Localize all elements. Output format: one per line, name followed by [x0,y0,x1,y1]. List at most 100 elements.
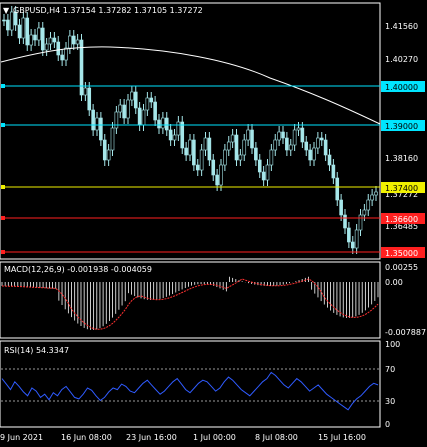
macd-tick: 0.00 [385,278,403,287]
macd-signal-line [1,278,379,330]
level-handle[interactable] [1,250,5,254]
level-price-box [381,247,425,258]
level-price-text: 1.35000 [385,249,418,258]
candle-body [164,117,169,131]
candle-body [157,119,161,129]
level-price-box [381,182,425,193]
candle-body [296,127,301,131]
candle-body [153,101,157,121]
level-price-text: 1.40000 [385,83,418,92]
candle-body [312,147,316,161]
rsi-tick: 30 [385,397,395,406]
candle-body [323,139,328,156]
candle-body [95,117,99,131]
candle-body [118,104,123,113]
candle-body [25,17,30,46]
price-tick: 1.37272 [385,190,418,199]
candle-body [137,107,142,126]
horizontal-level-lines[interactable] [1,84,380,254]
candle-body [288,144,293,151]
price-candles [2,6,378,254]
candle-body [370,194,374,201]
candle-body [60,54,64,61]
candle-body [68,35,72,49]
time-tick: 8 Jul 08:00 [255,433,298,442]
candle-body [106,149,111,161]
macd-label: MACD(12,26,9) -0.001938 -0.004059 [4,265,152,274]
candle-body [339,199,343,216]
candle-body [226,141,231,151]
candle-body [362,209,367,216]
candle-body [172,134,177,141]
candle-body [52,37,57,43]
candle-body [48,37,53,45]
time-tick: 9 Jun 2021 [0,433,43,442]
candle-body [319,137,324,141]
candle-body [102,139,107,161]
price-tick: 1.36485 [385,222,418,231]
candle-body [335,177,340,201]
candle-body [265,164,270,181]
macd-histogram [1,276,379,330]
candle-body [234,134,239,161]
time-axis: 9 Jun 2021 16 Jun 08:00 23 Jun 16:00 1 J… [0,433,366,442]
candle-body [343,214,347,229]
candle-body [64,47,68,61]
candle-body [161,117,165,129]
candle-body [219,164,223,186]
price-tick: 1.41560 [385,22,418,31]
candle-body [199,149,204,171]
level-handle[interactable] [1,123,5,127]
candle-body [211,159,216,176]
candle-body [6,19,10,31]
candle-body [366,199,371,211]
candle-body [122,104,126,119]
candle-body [203,137,208,151]
candle-body [176,121,181,136]
candle-body [83,87,88,96]
candle-body [44,43,49,51]
candle-body [71,35,76,45]
candle-body [21,17,26,39]
candle-body [331,164,336,179]
candle-body [230,134,235,143]
price-tick: 1.38160 [385,154,418,163]
candle-body [261,171,266,181]
candle-body [300,127,305,143]
candle-body [13,11,18,26]
price-tick: 1.40270 [385,55,418,64]
candle-body [242,139,247,156]
candle-body [17,24,22,39]
candle-body [110,127,115,151]
main-header-quote: GBPUSD,H4 1.37154 1.37282 1.37105 1.3727… [13,6,203,15]
moving-average-line [0,46,381,125]
rsi-frame [0,340,381,428]
candle-body [238,154,243,161]
candle-body [246,129,250,141]
candle-body [308,149,312,161]
candle-body [168,129,173,141]
candle-body [141,109,146,126]
candle-body [40,27,45,51]
candle-body [56,41,61,56]
level-handle[interactable] [1,185,5,189]
candle-body [195,164,200,171]
candle-body [87,87,92,111]
symbol-expand-arrow[interactable]: ▼ [3,6,10,15]
candle-body [184,147,188,156]
candle-body [9,11,14,31]
level-handle[interactable] [1,84,5,88]
candle-body [180,121,185,149]
level-price-box [381,213,425,224]
level-price-text: 1.39000 [385,122,418,131]
main-chart-frame [0,2,381,260]
candle-body [316,137,320,149]
rsi-line [1,371,379,411]
candle-body [374,191,378,196]
candle-body [327,154,332,166]
level-handle[interactable] [1,216,5,220]
candle-body [33,34,37,41]
rsi-tick: 70 [385,365,395,374]
candle-body [29,34,33,46]
